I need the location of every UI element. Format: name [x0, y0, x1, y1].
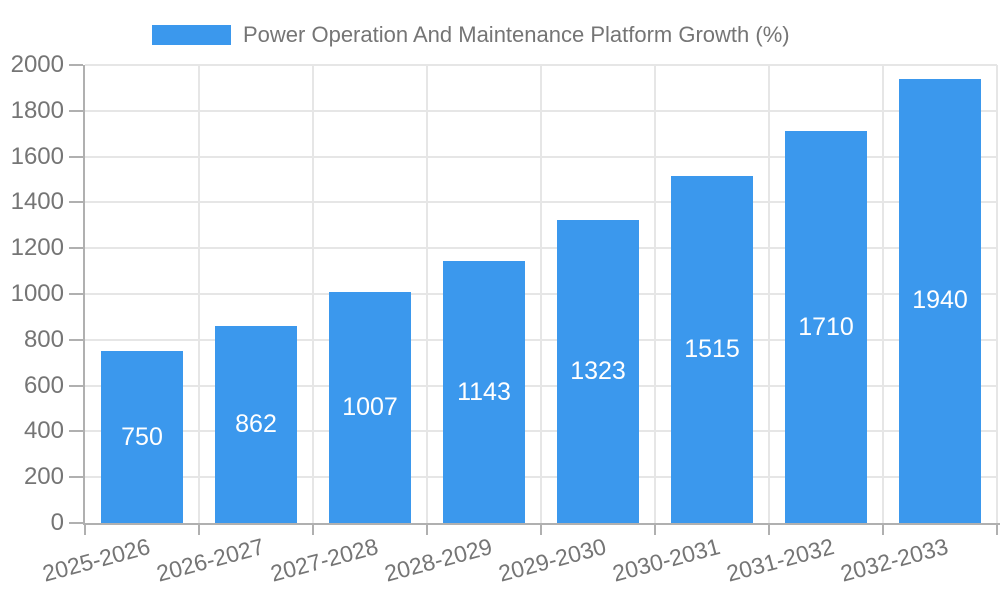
x-axis-label: 2032-2033 [837, 533, 951, 587]
gridline-vertical [768, 65, 770, 523]
x-axis-label: 2028-2029 [381, 533, 495, 587]
x-axis-tick [768, 525, 770, 535]
gridline-vertical [882, 65, 884, 523]
y-axis-tick [69, 338, 83, 341]
x-axis-label: 2027-2028 [267, 533, 381, 587]
y-axis-label: 1800 [10, 96, 64, 124]
x-axis-tick [540, 525, 542, 535]
bar-value-label: 750 [121, 422, 163, 451]
bar: 1940 [899, 78, 981, 523]
bar: 1323 [557, 220, 639, 523]
x-axis-tick [882, 525, 884, 535]
y-axis-tick [69, 201, 83, 204]
bar: 750 [101, 351, 183, 523]
y-axis-tick [69, 64, 83, 66]
y-axis-tick [69, 109, 83, 112]
bar: 1515 [671, 176, 753, 523]
y-axis-label: 2000 [10, 51, 64, 78]
y-axis-tick [69, 476, 83, 479]
legend-swatch-icon [152, 25, 231, 45]
chart-legend: Power Operation And Maintenance Platform… [152, 18, 790, 52]
y-axis-label: 800 [23, 325, 64, 353]
bar-value-label: 1515 [684, 335, 740, 364]
x-axis-label: 2030-2031 [609, 533, 723, 587]
x-axis-tick [312, 525, 314, 535]
y-axis-label: 400 [23, 417, 64, 445]
x-axis-label: 2029-2030 [495, 533, 609, 587]
bar-value-label: 1007 [342, 393, 398, 422]
y-axis-label: 200 [23, 463, 64, 491]
x-axis-label: 2025-2026 [39, 533, 153, 587]
plot-area: 0 200 400 600 800 1000 1200 1400 1600 1800 2000 202… [11, 51, 1000, 587]
y-axis-tick [69, 522, 83, 524]
y-axis-tick [69, 247, 83, 250]
y-axis-tick [69, 430, 83, 433]
gridline-vertical [654, 65, 656, 523]
y-axis-tick [69, 155, 83, 158]
bar-value-label: 1710 [798, 312, 854, 341]
bar: 1710 [785, 131, 867, 523]
y-axis-line [83, 65, 85, 523]
x-axis-tick [996, 525, 998, 535]
x-axis-tick [654, 525, 656, 535]
y-axis-label: 1200 [10, 234, 64, 262]
bar-value-label: 862 [235, 409, 277, 438]
y-axis-label: 1600 [10, 142, 64, 170]
x-axis-tick [198, 525, 200, 535]
y-axis-label: 0 [50, 509, 64, 536]
x-axis-tick [426, 525, 428, 535]
bar-value-label: 1323 [570, 357, 626, 386]
x-axis-label: 2026-2027 [153, 533, 267, 587]
y-axis-label: 1400 [10, 188, 64, 216]
bar: 1143 [443, 261, 525, 523]
gridline-vertical [540, 65, 542, 523]
y-axis-tick [69, 384, 83, 387]
x-axis-line [83, 523, 1000, 525]
gridline-vertical [996, 65, 998, 523]
legend-label: Power Operation And Maintenance Platform… [243, 22, 790, 47]
bar: 862 [215, 325, 297, 523]
gridline-vertical [426, 65, 428, 523]
y-axis-label: 600 [23, 371, 64, 399]
bar-value-label: 1143 [457, 377, 511, 406]
gridline-vertical [312, 65, 314, 523]
y-axis-label: 1000 [10, 280, 64, 307]
bar: 1007 [329, 292, 411, 523]
x-axis-label: 2031-2032 [723, 533, 837, 587]
gridline-vertical [198, 65, 200, 523]
x-axis-tick [84, 525, 86, 535]
bar-value-label: 1940 [912, 286, 968, 315]
y-axis-tick [69, 293, 83, 295]
